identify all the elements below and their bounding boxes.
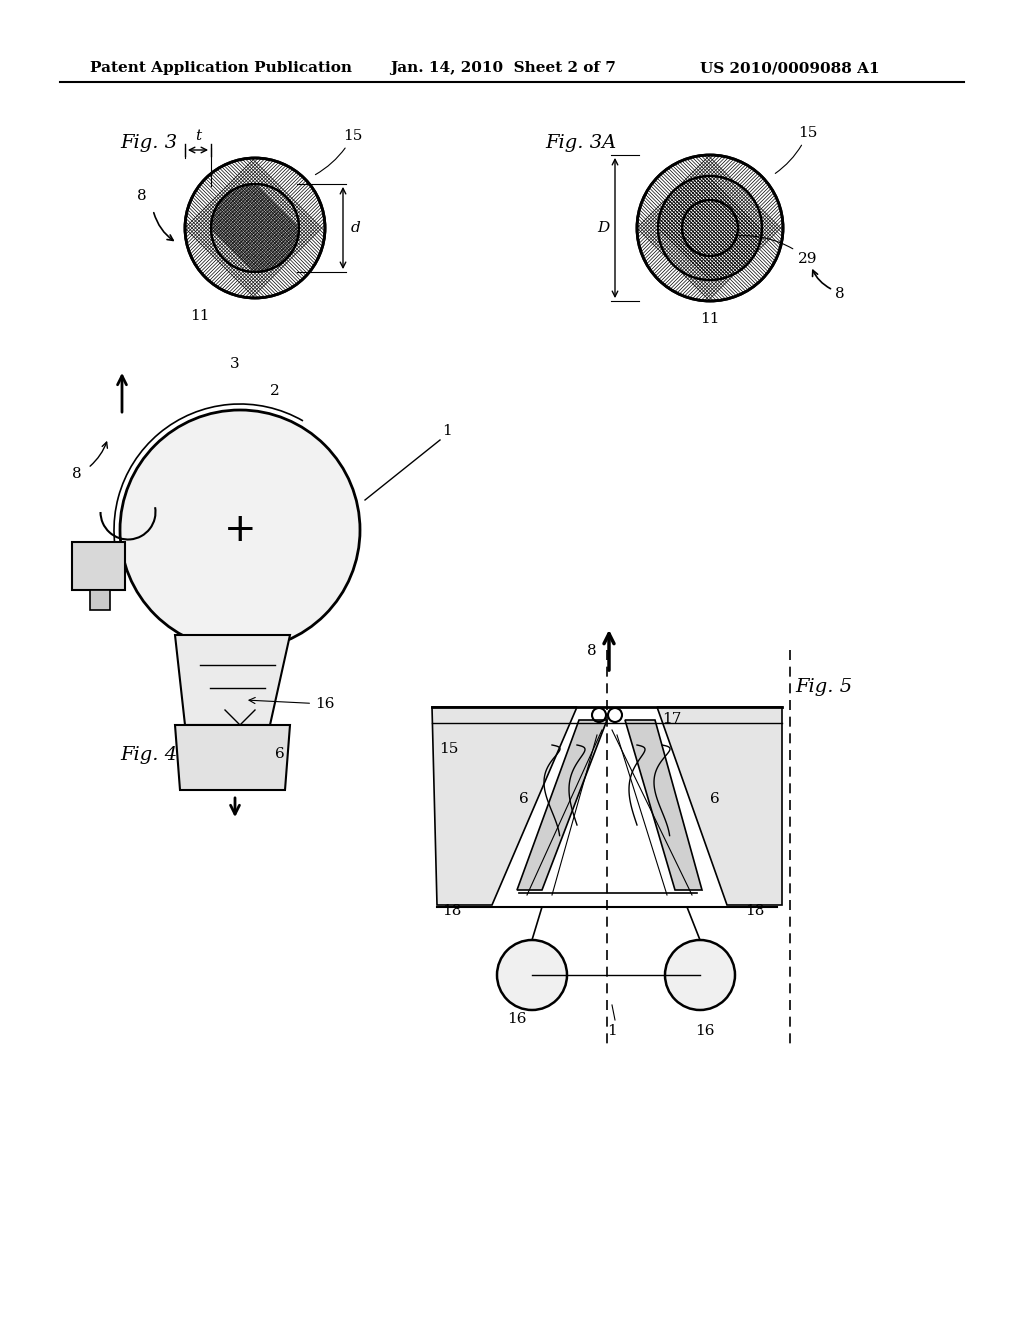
Circle shape [637,154,783,301]
Text: Fig. 4: Fig. 4 [120,746,177,764]
Text: 8: 8 [587,644,597,657]
Text: Fig. 3A: Fig. 3A [545,135,616,152]
Circle shape [211,183,299,272]
Text: Fig. 5: Fig. 5 [795,678,852,696]
Circle shape [658,176,762,280]
Polygon shape [90,590,110,610]
Circle shape [665,940,735,1010]
Circle shape [185,158,325,298]
Text: 11: 11 [700,312,720,326]
Text: Patent Application Publication: Patent Application Publication [90,61,352,75]
Text: 6: 6 [710,792,720,807]
Text: 3: 3 [230,356,240,371]
Polygon shape [517,719,607,890]
Text: 17: 17 [662,711,681,726]
Text: t: t [195,129,201,143]
Circle shape [682,201,738,256]
Text: US 2010/0009088 A1: US 2010/0009088 A1 [700,61,880,75]
Text: 16: 16 [507,1012,526,1026]
Text: Fig. 3: Fig. 3 [120,135,177,152]
Circle shape [497,940,567,1010]
Text: 29: 29 [736,235,817,267]
Text: 18: 18 [442,904,462,917]
Text: 8: 8 [72,467,82,480]
Text: 15: 15 [315,129,362,174]
Text: 11: 11 [190,309,210,323]
Polygon shape [657,708,782,906]
Text: 8: 8 [137,189,146,203]
Text: d: d [351,220,360,235]
Text: D: D [597,220,609,235]
Polygon shape [432,708,577,906]
Text: 1: 1 [442,424,452,438]
Text: 18: 18 [745,904,764,917]
Text: 6: 6 [519,792,528,807]
Circle shape [120,411,360,649]
Text: +: + [223,511,256,549]
Polygon shape [625,719,702,890]
Text: 15: 15 [775,125,817,173]
Text: 8: 8 [835,286,845,301]
Polygon shape [175,725,290,789]
Text: 16: 16 [695,1024,715,1038]
Text: 16: 16 [249,697,335,711]
Polygon shape [175,635,290,725]
Text: Jan. 14, 2010  Sheet 2 of 7: Jan. 14, 2010 Sheet 2 of 7 [390,61,615,75]
Text: 6: 6 [275,747,285,762]
Text: 2: 2 [270,384,280,399]
Polygon shape [72,543,125,590]
Text: 1: 1 [607,1024,616,1038]
Text: 15: 15 [439,742,459,756]
